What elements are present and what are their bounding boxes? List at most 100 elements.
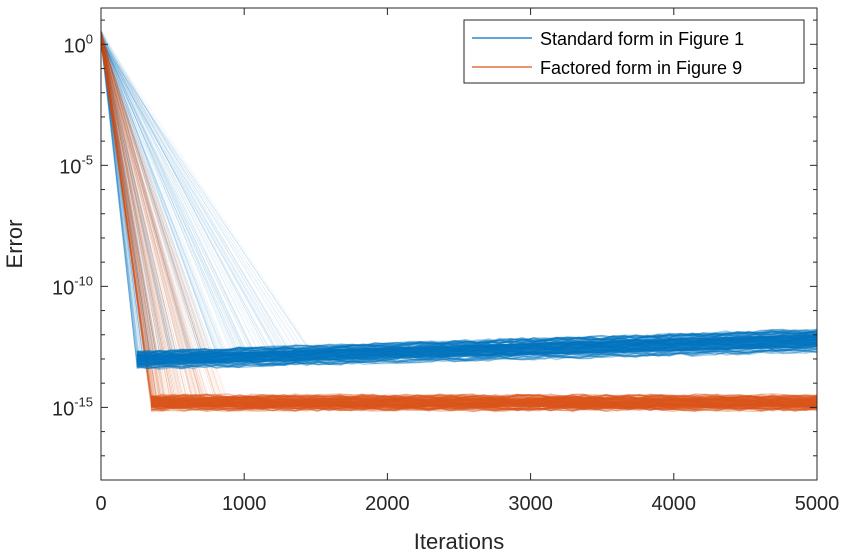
convergence-trace (100, 35, 153, 403)
convergence-trace (100, 37, 244, 367)
convergence-trace (100, 35, 302, 361)
convergence-trace (100, 39, 166, 400)
convergence-trace (100, 41, 207, 401)
convergence-trace (100, 36, 144, 358)
convergence-trace (100, 37, 209, 401)
convergence-trace (100, 42, 211, 361)
convergence-trace (100, 40, 293, 356)
convergence-trace (100, 31, 152, 399)
convergence-trace (100, 31, 262, 357)
convergence-trace (100, 43, 175, 406)
plateau-trace (136, 330, 818, 355)
plateau-layer (136, 328, 818, 413)
traces-layer (100, 29, 316, 410)
convergence-trace (100, 42, 298, 360)
convergence-trace (100, 41, 156, 396)
convergence-trace (100, 34, 200, 400)
convergence-trace (100, 43, 144, 369)
convergence-trace (100, 34, 195, 361)
convergence-trace (100, 37, 215, 367)
convergence-trace (100, 33, 152, 403)
convergence-trace (100, 39, 165, 406)
plateau-trace (136, 328, 818, 355)
convergence-trace (100, 32, 147, 368)
convergence-trace (100, 30, 152, 398)
convergence-trace (100, 31, 215, 365)
convergence-trace (100, 37, 253, 364)
convergence-trace (100, 42, 189, 397)
convergence-trace (100, 36, 199, 404)
convergence-trace (100, 43, 171, 407)
convergence-trace (100, 38, 163, 354)
convergence-trace (100, 41, 161, 397)
convergence-trace (100, 39, 156, 400)
convergence-trace (100, 36, 216, 398)
convergence-trace (100, 39, 310, 358)
convergence-trace (100, 40, 173, 397)
convergence-trace (100, 43, 285, 353)
convergence-trace (100, 41, 197, 396)
convergence-trace (100, 40, 139, 367)
y-tick-label: 10-10 (52, 273, 93, 299)
convergence-trace (100, 34, 176, 368)
convergence-trace (100, 30, 179, 405)
convergence-trace (100, 31, 184, 407)
convergence-trace (100, 40, 168, 410)
convergence-trace (100, 37, 172, 404)
convergence-trace (100, 43, 174, 358)
y-axis-label: Error (2, 220, 27, 269)
convergence-trace (100, 30, 199, 357)
convergence-trace (100, 32, 181, 363)
plateau-trace (136, 329, 818, 356)
convergence-trace (100, 38, 155, 369)
convergence-trace (100, 34, 170, 396)
convergence-trace (100, 35, 218, 404)
convergence-trace (100, 38, 245, 366)
convergence-trace (100, 36, 177, 402)
x-tick-label: 3000 (508, 493, 553, 515)
convergence-trace (100, 38, 242, 359)
convergence-trace (100, 38, 219, 359)
convergence-trace (100, 36, 146, 363)
convergence-trace (100, 41, 215, 400)
convergence-trace (100, 30, 219, 406)
convergence-trace (100, 30, 153, 398)
convergence-trace (100, 33, 206, 396)
convergence-trace (100, 42, 280, 358)
legend-entry-standard: Standard form in Figure 1 (540, 29, 744, 49)
convergence-trace (100, 36, 206, 361)
convergence-trace (100, 32, 141, 367)
convergence-trace (100, 35, 187, 398)
convergence-trace (100, 30, 154, 410)
convergence-trace (100, 41, 205, 405)
convergence-trace (100, 41, 219, 360)
convergence-trace (100, 34, 150, 368)
convergence-trace (100, 34, 168, 396)
convergence-trace (100, 42, 231, 369)
convergence-trace (100, 38, 154, 397)
convergence-trace (100, 33, 197, 407)
convergence-trace (100, 33, 172, 398)
convergence-trace (100, 30, 161, 357)
convergence-trace (100, 34, 222, 357)
convergence-trace (100, 30, 152, 358)
convergence-trace (100, 39, 166, 409)
convergence-trace (100, 34, 204, 359)
convergence-trace (100, 43, 194, 364)
convergence-trace (100, 30, 164, 354)
convergence-trace (100, 43, 162, 362)
convergence-trace (100, 32, 154, 404)
convergence-trace (100, 39, 163, 355)
convergence-trace (100, 41, 155, 397)
convergence-trace (100, 40, 256, 361)
convergence-trace (100, 43, 165, 404)
convergence-trace (100, 41, 164, 366)
convergence-trace (100, 36, 313, 356)
convergence-trace (100, 38, 183, 409)
convergence-trace (100, 43, 225, 400)
convergence-trace (100, 42, 140, 358)
convergence-trace (100, 42, 219, 402)
convergence-trace (100, 43, 165, 401)
convergence-trace (100, 34, 264, 361)
convergence-trace (100, 30, 157, 401)
